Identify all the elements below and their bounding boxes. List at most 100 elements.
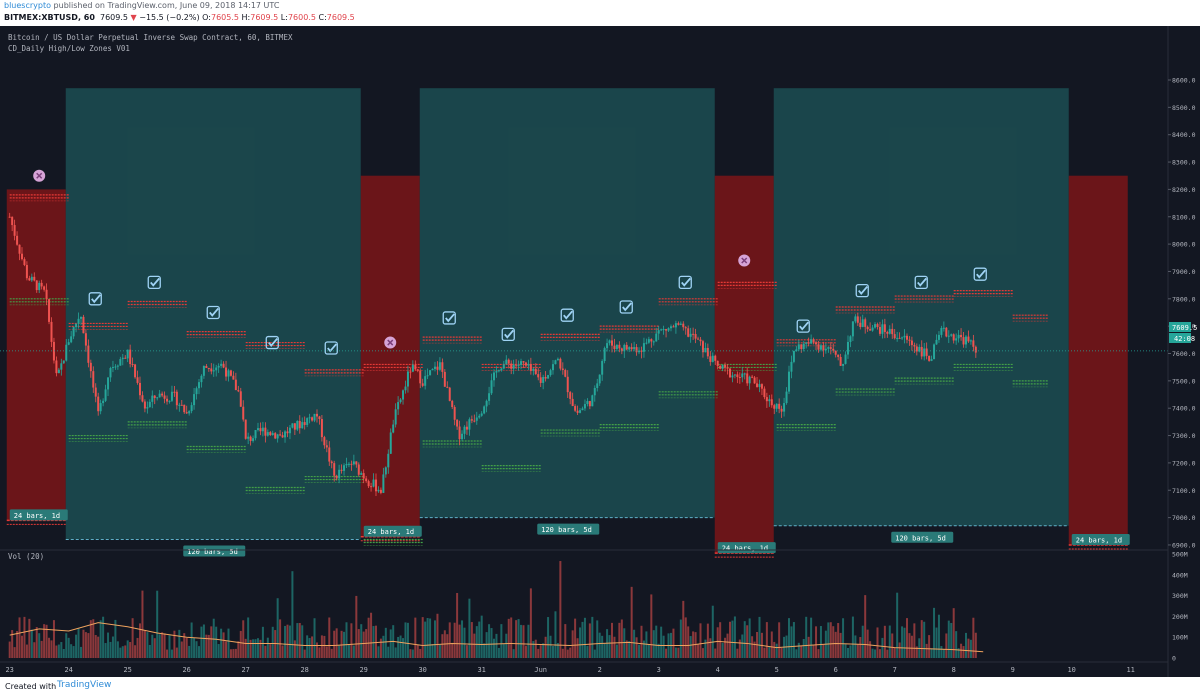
candle	[261, 427, 264, 432]
price-chart[interactable]: 24 bars, 1d 120 bars, 5d 24 bars, 1d 120 ba…	[0, 26, 1200, 677]
candle	[554, 360, 557, 365]
y-tick-label: 7500.0	[1172, 377, 1196, 385]
candle	[188, 411, 191, 414]
candle	[878, 327, 881, 334]
candle	[738, 377, 741, 379]
candle	[770, 399, 773, 406]
volume-bar	[942, 649, 945, 658]
volume-bar	[252, 639, 255, 658]
tradingview-brand[interactable]: TradingView	[57, 680, 112, 690]
candle	[886, 331, 889, 334]
daily-zone	[360, 175, 420, 537]
volume-bar	[52, 620, 55, 658]
volume-bar	[497, 647, 500, 658]
volume-bar	[247, 617, 250, 658]
candle	[903, 335, 906, 338]
volume-bar	[416, 644, 419, 658]
candle	[726, 367, 729, 369]
volume-bar	[293, 640, 296, 658]
candle	[547, 375, 550, 379]
candle	[394, 409, 397, 425]
volume-bar	[175, 647, 178, 658]
candle	[913, 345, 916, 347]
candle	[190, 405, 193, 412]
volume-bar	[665, 648, 668, 658]
volume-bar	[910, 635, 913, 658]
candle	[488, 393, 491, 401]
volume-bar	[225, 641, 228, 658]
candle	[630, 347, 633, 350]
candle	[694, 334, 697, 339]
candle	[974, 346, 977, 353]
y-tick-label: 8100.0	[1172, 213, 1196, 221]
candle	[458, 426, 461, 440]
volume-bar	[507, 618, 510, 658]
volume-bar	[25, 644, 28, 658]
candle	[11, 216, 14, 226]
volume-bar	[119, 647, 122, 658]
checkmark-icon	[917, 277, 927, 287]
candle	[576, 410, 579, 413]
volume-bar	[500, 624, 503, 658]
volume-bar	[576, 638, 579, 658]
volume-bar	[888, 625, 891, 658]
candle	[515, 364, 518, 366]
volume-bar	[193, 637, 196, 658]
candle	[119, 359, 122, 366]
countdown-value: 42:08	[1174, 335, 1195, 343]
volume-bar	[574, 618, 577, 658]
volume-bar	[217, 644, 220, 658]
volume-bar	[72, 646, 75, 658]
volume-bar	[770, 631, 773, 658]
candle	[891, 328, 894, 335]
candle	[620, 348, 623, 352]
candle	[883, 324, 886, 332]
author-link[interactable]: bluescrypto	[4, 1, 51, 10]
candle	[377, 489, 380, 492]
volume-bar	[859, 637, 862, 658]
volume-bar	[652, 630, 655, 658]
candle	[957, 334, 960, 339]
volume-bar	[38, 633, 41, 658]
volume-bar	[463, 627, 466, 658]
x-tick-label: 29	[359, 666, 367, 674]
candle	[574, 406, 577, 411]
candle	[561, 368, 564, 370]
volume-bar	[933, 607, 936, 658]
candle	[38, 282, 41, 291]
volume-bar	[913, 623, 916, 658]
candle	[43, 286, 46, 290]
open-value: 7605.5	[210, 13, 239, 22]
candle	[864, 319, 867, 327]
candle	[313, 413, 316, 421]
candle	[404, 386, 407, 391]
volume-bar	[625, 640, 628, 658]
candle	[583, 404, 586, 409]
candle	[893, 334, 896, 339]
candle	[797, 344, 800, 350]
volume-bar	[318, 647, 321, 658]
candle	[787, 371, 790, 392]
volume-bar	[802, 638, 805, 658]
volume-bar	[259, 639, 262, 658]
candle	[298, 420, 301, 429]
y-tick-label: 7600.0	[1172, 350, 1196, 358]
candle	[697, 338, 700, 340]
candle	[431, 368, 434, 371]
volume-bar	[409, 649, 412, 658]
volume-bar	[908, 633, 911, 658]
checkmark-icon	[324, 341, 338, 355]
volume-bar	[758, 616, 761, 658]
candle	[40, 282, 43, 287]
volume-bar	[945, 633, 948, 658]
zone-label-layer: 24 bars, 1d 120 bars, 5d 24 bars, 1d 120 ba…	[9, 509, 1130, 557]
volume-bar	[97, 636, 100, 658]
volume-bar	[495, 633, 498, 658]
y-tick-label: 7400.0	[1172, 405, 1196, 413]
candle	[232, 375, 235, 380]
volume-bar	[222, 632, 225, 658]
candle	[529, 364, 532, 371]
x-tick-label: 27	[241, 666, 249, 674]
volume-bar	[883, 625, 886, 658]
candle	[569, 392, 572, 399]
